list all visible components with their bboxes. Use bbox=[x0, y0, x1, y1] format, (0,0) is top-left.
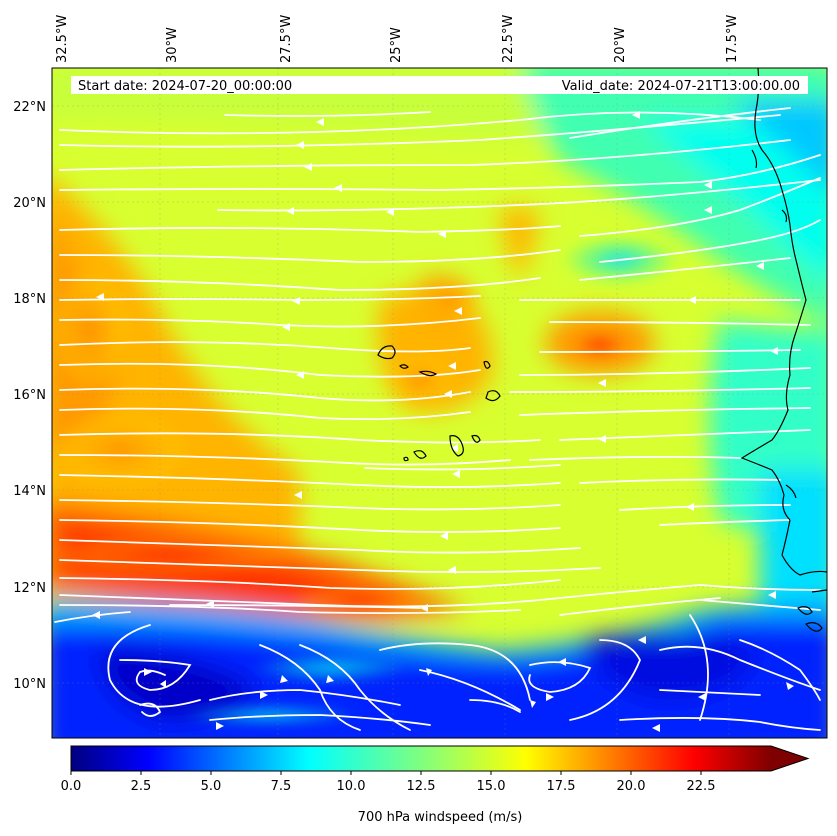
lon-tick-label: 30°W bbox=[165, 27, 180, 63]
lat-tick-label: 20°N bbox=[13, 196, 46, 211]
lon-tick-label: 20°W bbox=[613, 27, 628, 63]
colorbar-tick-label: 2.5 bbox=[131, 779, 152, 794]
colorbar-tick-label: 22.5 bbox=[687, 779, 716, 794]
start-date-label: Start date: 2024-07-20_00:00:00 bbox=[78, 79, 292, 94]
colorbar: 0.0 2.5 5.0 7.5 10.0 12.5 15.0 17.5 20.0 22.5 700… bbox=[61, 745, 810, 825]
longitude-tick-labels: 32.5°W 30°W 27.5°W 25°W 22.5°W 20°W 17.5… bbox=[55, 15, 740, 63]
lat-tick-label: 22°N bbox=[13, 100, 46, 115]
map-frame bbox=[51, 67, 828, 739]
lon-tick-label: 17.5°W bbox=[725, 15, 740, 63]
lat-tick-label: 10°N bbox=[13, 677, 46, 692]
colorbar-extend-arrow bbox=[771, 746, 808, 771]
lat-tick-label: 12°N bbox=[13, 581, 46, 596]
colorbar-tick-label: 7.5 bbox=[271, 779, 292, 794]
lat-tick-label: 14°N bbox=[13, 484, 46, 499]
lon-tick-label: 25°W bbox=[389, 27, 404, 63]
colorbar-tick-label: 20.0 bbox=[617, 779, 646, 794]
lon-tick-label: 32.5°W bbox=[55, 15, 70, 63]
streamline-arrows bbox=[92, 111, 794, 732]
coastlines bbox=[377, 68, 827, 632]
lon-tick-label: 22.5°W bbox=[501, 15, 516, 63]
colorbar-tick-label: 5.0 bbox=[201, 779, 222, 794]
colorbar-tick-label: 15.0 bbox=[477, 779, 506, 794]
latitude-tick-labels: 10°N 12°N 14°N 16°N 18°N 20°N 22°N bbox=[13, 100, 46, 692]
header-box bbox=[71, 76, 808, 94]
colorbar-outline bbox=[70, 745, 810, 772]
colorbar-tick-label: 17.5 bbox=[547, 779, 576, 794]
lon-tick-label: 27.5°W bbox=[279, 15, 294, 63]
colorbar-tick-label: 0.0 bbox=[61, 779, 82, 794]
lat-tick-label: 16°N bbox=[13, 388, 46, 403]
colorbar-tick-label: 10.0 bbox=[337, 779, 366, 794]
valid-date-label: Valid_date: 2024-07-21T13:00:00.00 bbox=[562, 79, 800, 94]
colorbar-label: 700 hPa windspeed (m/s) bbox=[358, 810, 523, 825]
colorbar-tick-label: 12.5 bbox=[407, 779, 436, 794]
colorbar-gradient bbox=[71, 746, 771, 771]
lat-tick-label: 18°N bbox=[13, 292, 46, 307]
